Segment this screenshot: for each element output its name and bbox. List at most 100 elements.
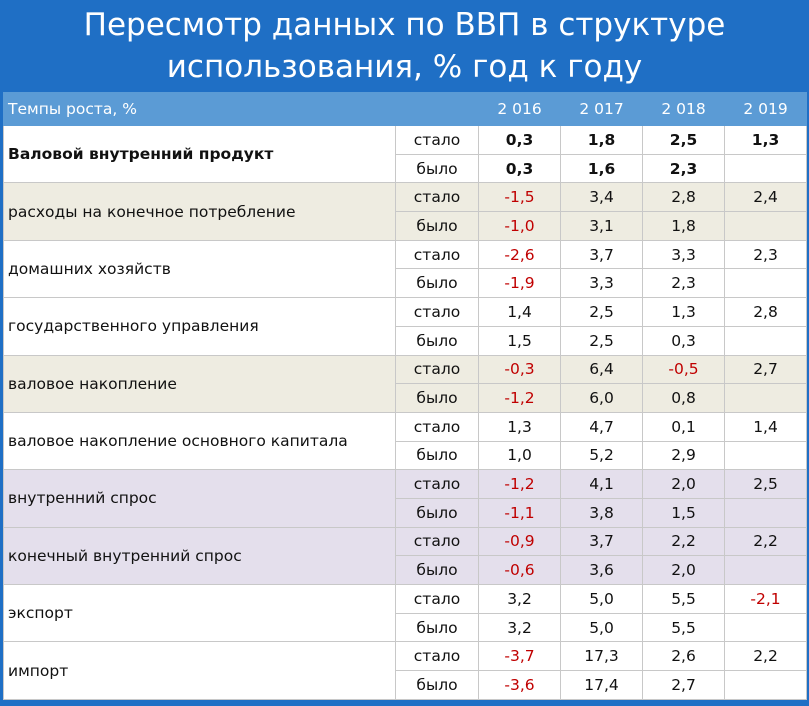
table-row: было -1,1 3,8 1,5: [3, 497, 808, 528]
value-cell: 0,3: [642, 325, 726, 356]
value-cell: 5,0: [560, 612, 644, 643]
value-cell: -1,0: [478, 211, 562, 241]
table-row: Валовой внутренний продукт стало 0,3 1,8 2,5…: [3, 124, 808, 184]
value-cell: 1,4: [724, 411, 808, 442]
row-kind: стало: [394, 239, 480, 270]
value-cell: 5,5: [642, 584, 726, 614]
value-cell: 2,5: [724, 469, 808, 499]
data-table: Темпы роста, % 2 016 2 017 2 018 2 019 Валов…: [2, 92, 808, 700]
value-cell: -2,1: [724, 584, 808, 614]
value-cell: 3,6: [560, 555, 644, 585]
row-kind: стало: [394, 125, 480, 155]
value-cell: 3,3: [560, 268, 644, 299]
empty-cell: [724, 325, 808, 356]
value-cell: 2,5: [642, 125, 726, 155]
year-header: 2 018: [642, 92, 726, 126]
value-cell: 3,7: [560, 239, 644, 270]
row-kind: было: [394, 325, 480, 356]
empty-cell: [724, 153, 808, 184]
value-cell: 2,5: [560, 297, 644, 327]
value-cell: 2,7: [724, 354, 808, 385]
row-kind: было: [394, 153, 480, 184]
value-cell: 1,3: [724, 125, 808, 155]
value-cell: 1,5: [642, 497, 726, 528]
value-cell: 2,3: [724, 239, 808, 270]
value-cell: 1,8: [642, 211, 726, 241]
row-kind: стало: [394, 469, 480, 499]
row-label: валовое накопление: [3, 354, 396, 413]
value-cell: -1,9: [478, 268, 562, 299]
value-cell: 3,7: [560, 526, 644, 557]
title: Пересмотр данных по ВВП в структуре испо…: [0, 4, 809, 88]
value-cell: 17,4: [560, 670, 644, 700]
value-cell: -1,5: [478, 182, 562, 213]
empty-cell: [724, 440, 808, 471]
row-label: конечный внутренний спрос: [3, 526, 396, 586]
value-cell: -3,7: [478, 641, 562, 672]
year-header: 2 019: [724, 92, 808, 126]
table-row: валовое накопление стало -0,3 6,4 -0,5 2,7: [3, 354, 808, 413]
table-row: экспорт стало 3,2 5,0 5,5 -2,1: [3, 583, 808, 643]
row-kind: было: [394, 555, 480, 585]
year-header: 2 016: [478, 92, 562, 126]
value-cell: 2,2: [642, 526, 726, 557]
table-row: импорт стало -3,7 17,3 2,6 2,2: [3, 641, 808, 700]
empty-cell: [724, 555, 808, 585]
table-row: валовое накопление основного капитала ста…: [3, 411, 808, 471]
row-kind: стало: [394, 411, 480, 442]
value-cell: 2,8: [724, 297, 808, 327]
row-kind: было: [394, 497, 480, 528]
value-cell: -1,2: [478, 383, 562, 413]
row-kind: стало: [394, 526, 480, 557]
value-cell: -3,6: [478, 670, 562, 700]
value-cell: 2,2: [724, 641, 808, 672]
row-label: внутренний спрос: [3, 469, 396, 528]
empty-cell: [724, 211, 808, 241]
value-cell: 6,0: [560, 383, 644, 413]
value-cell: 5,5: [642, 612, 726, 643]
value-cell: 4,1: [560, 469, 644, 499]
table-row: домашних хозяйств стало -2,6 3,7 3,3 2,3: [3, 239, 808, 299]
table-row: расходы на конечное потребление стало -1,5…: [3, 182, 808, 241]
value-cell: -2,6: [478, 239, 562, 270]
row-label: государственного управления: [3, 297, 396, 356]
title-line: Пересмотр данных по ВВП в структуре: [83, 7, 726, 43]
value-cell: 6,4: [560, 354, 644, 385]
value-cell: 5,0: [560, 584, 644, 614]
table-row: внутренний спрос стало -1,2 4,1 2,0 2,5: [3, 469, 808, 528]
row-label: экспорт: [3, 583, 396, 643]
empty-cell: [724, 268, 808, 299]
value-cell: -0,6: [478, 555, 562, 585]
value-cell: 3,2: [478, 612, 562, 643]
header-row: Темпы роста, % 2 016 2 017 2 018 2 019: [2, 92, 808, 126]
value-cell: 0,3: [478, 125, 562, 155]
value-cell: 3,8: [560, 497, 644, 528]
value-cell: 3,4: [560, 182, 644, 213]
row-label: Валовой внутренний продукт: [3, 124, 396, 184]
empty-cell: [724, 497, 808, 528]
table-row: было 0,3 1,6 2,3: [3, 153, 808, 184]
table-body: Валовой внутренний продукт стало 0,3 1,8 2,5…: [3, 124, 808, 700]
table-row: было -1,2 6,0 0,8: [3, 383, 808, 413]
row-kind: было: [394, 612, 480, 643]
value-cell: 1,3: [642, 297, 726, 327]
row-kind: было: [394, 211, 480, 241]
row-label: домашних хозяйств: [3, 239, 396, 299]
value-cell: 3,2: [478, 584, 562, 614]
empty-cell: [724, 383, 808, 413]
value-cell: -1,2: [478, 469, 562, 499]
value-cell: 2,9: [642, 440, 726, 471]
title-line: использования, % год к году: [166, 49, 643, 85]
value-cell: 2,3: [642, 268, 726, 299]
value-cell: 0,3: [478, 153, 562, 184]
row-kind: стало: [394, 584, 480, 614]
value-cell: -0,5: [642, 354, 726, 385]
value-cell: -1,1: [478, 497, 562, 528]
value-cell: 5,2: [560, 440, 644, 471]
row-kind: было: [394, 440, 480, 471]
value-cell: 2,0: [642, 469, 726, 499]
value-cell: -0,3: [478, 354, 562, 385]
table-row: конечный внутренний спрос стало -0,9 3,7 2,2…: [3, 526, 808, 586]
row-kind: стало: [394, 182, 480, 213]
